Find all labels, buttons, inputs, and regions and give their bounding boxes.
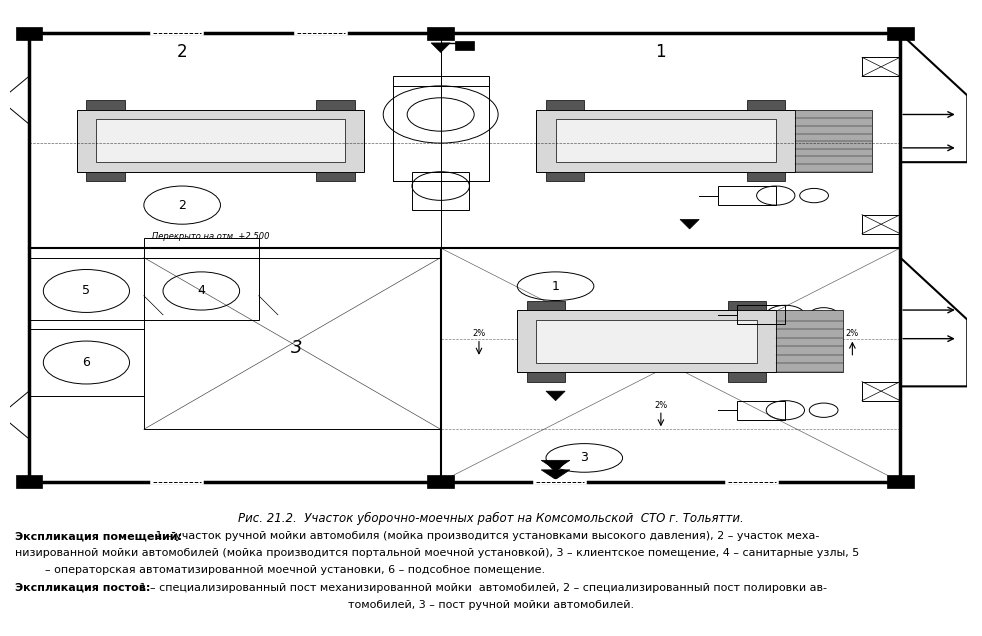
Text: Экспликация помещений:: Экспликация помещений: — [15, 531, 182, 541]
Text: 1 – участок ручной мойки автомобиля (мойка производится установками высокого дав: 1 – участок ручной мойки автомобиля (мой… — [152, 531, 820, 541]
Polygon shape — [541, 470, 570, 480]
Text: 2%: 2% — [654, 401, 668, 410]
Bar — [526, 300, 565, 310]
Text: 2: 2 — [178, 198, 187, 212]
Text: низированной мойки автомобилей (мойка производится портальной моечной установкой: низированной мойки автомобилей (мойка пр… — [15, 548, 859, 558]
Bar — [776, 310, 843, 372]
Bar — [862, 215, 900, 234]
Bar — [16, 475, 42, 488]
Bar — [316, 100, 355, 109]
Bar — [546, 172, 584, 181]
Text: 5: 5 — [82, 284, 90, 298]
Text: 1: 1 — [656, 43, 666, 62]
Bar — [427, 27, 454, 40]
Text: Экспликация постов:: Экспликация постов: — [15, 583, 150, 593]
Bar — [862, 382, 900, 401]
Text: 2: 2 — [177, 43, 188, 62]
Bar — [747, 100, 786, 109]
Bar — [143, 238, 258, 258]
Bar — [546, 100, 584, 109]
Text: 3: 3 — [292, 339, 302, 357]
Bar — [728, 372, 766, 382]
Bar — [143, 258, 258, 319]
Text: 6: 6 — [82, 356, 90, 369]
Bar — [887, 475, 913, 488]
Bar — [427, 475, 454, 488]
Bar — [862, 57, 900, 76]
Bar — [77, 109, 364, 172]
Bar — [316, 172, 355, 181]
Text: 1 – специализированный пост механизированной мойки  автомобилей, 2 – специализир: 1 – специализированный пост механизирова… — [136, 583, 827, 593]
Bar — [556, 120, 776, 162]
Bar — [393, 76, 488, 181]
Text: 3: 3 — [580, 452, 588, 464]
Bar — [737, 305, 786, 324]
Bar — [747, 172, 786, 181]
Polygon shape — [541, 460, 570, 470]
Polygon shape — [546, 391, 565, 401]
Bar — [28, 258, 143, 319]
Text: 2%: 2% — [846, 329, 859, 338]
Bar — [794, 109, 871, 172]
Text: 1: 1 — [552, 280, 560, 293]
Text: – операторская автоматизированной моечной установки, 6 – подсобное помещение.: – операторская автоматизированной моечно… — [44, 565, 545, 576]
Text: 4: 4 — [197, 284, 205, 298]
Bar — [887, 27, 913, 40]
Polygon shape — [431, 43, 450, 52]
Bar — [536, 109, 794, 172]
Bar — [526, 372, 565, 382]
Bar — [718, 186, 776, 205]
Bar — [728, 300, 766, 310]
Bar — [16, 27, 42, 40]
Bar — [86, 172, 125, 181]
Bar — [411, 172, 469, 210]
Bar — [441, 248, 900, 482]
Text: 2%: 2% — [472, 329, 485, 338]
Bar — [737, 401, 786, 420]
Bar — [143, 258, 441, 429]
Bar — [86, 100, 125, 109]
Text: Рис. 21.2.  Участок уборочно-моечных работ на Комсомольской  СТО г. Тольятти.: Рис. 21.2. Участок уборочно-моечных рабо… — [238, 512, 744, 525]
Text: Перекрыто на отм. +2.500: Перекрыто на отм. +2.500 — [152, 232, 270, 240]
Bar — [455, 41, 474, 50]
Bar — [28, 329, 143, 396]
Bar — [518, 310, 776, 372]
Text: томобилей, 3 – пост ручной мойки автомобилей.: томобилей, 3 – пост ручной мойки автомоб… — [348, 600, 634, 610]
Bar — [96, 120, 345, 162]
Polygon shape — [546, 463, 565, 472]
Polygon shape — [680, 219, 699, 229]
Bar — [536, 319, 756, 363]
